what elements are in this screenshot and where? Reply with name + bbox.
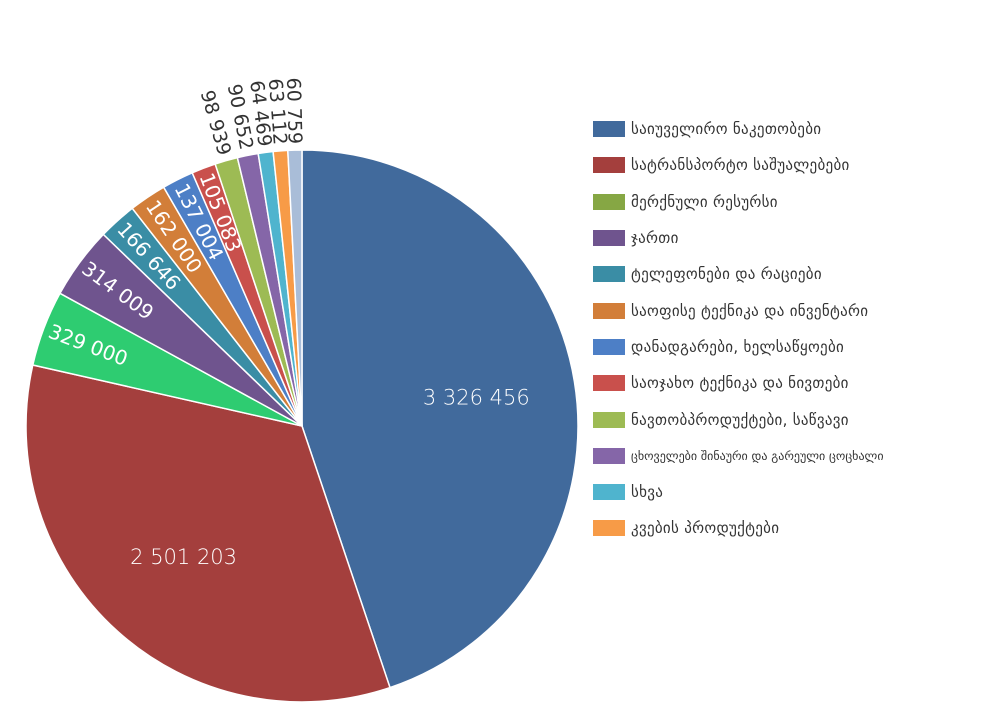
legend-swatch — [593, 266, 625, 283]
legend-label: სატრანსპორტო საშუალებები — [631, 156, 850, 175]
legend-label: სხვა — [631, 483, 664, 502]
legend-swatch — [593, 520, 625, 537]
legend-label: კვების პროდუქტები — [631, 519, 780, 538]
legend-item: საიუველირო ნაკეთობები — [593, 111, 988, 147]
legend-swatch — [593, 193, 625, 210]
pie-slice — [301, 149, 579, 689]
legend-label: საოჯახო ტექნიკა და ნივთები — [631, 374, 849, 393]
legend-item: კვების პროდუქტები — [593, 510, 988, 546]
legend-swatch — [593, 484, 625, 501]
legend-item: დანადგარები, ხელსაწყოები — [593, 329, 988, 365]
pie-slice — [25, 364, 391, 703]
legend-item: სატრანსპორტო საშუალებები — [593, 147, 988, 183]
data-label: 3 326 456 — [423, 385, 530, 409]
legend-label: საოფისე ტექნიკა და ინვენტარი — [631, 301, 869, 320]
pie-slice — [287, 149, 303, 427]
legend-item: ცხოველები შინაური და გარეული ცოცხალი — [593, 438, 988, 474]
legend-item: მერქნული რესურსი — [593, 184, 988, 220]
legend-label: დანადგარები, ხელსაწყოები — [631, 337, 845, 356]
data-label: 2 501 203 — [130, 545, 237, 569]
legend-item: სხვა — [593, 474, 988, 510]
legend-swatch — [593, 230, 625, 247]
legend-swatch — [593, 338, 625, 355]
legend-swatch — [593, 411, 625, 428]
data-label: 60 759 — [282, 77, 306, 144]
legend-item: ნავთობპროდუქტები, საწვავი — [593, 401, 988, 437]
legend-swatch — [593, 121, 625, 138]
data-label: 63 112 — [264, 78, 291, 146]
legend-label: ცხოველები შინაური და გარეული ცოცხალი — [631, 448, 884, 463]
legend-item: საოფისე ტექნიკა და ინვენტარი — [593, 292, 988, 328]
legend-label: ტელეფონები და რაციები — [631, 265, 822, 284]
pie-slices — [25, 149, 579, 703]
legend-item: ჯართი — [593, 220, 988, 256]
legend-item: ტელეფონები და რაციები — [593, 256, 988, 292]
legend-swatch — [593, 375, 625, 392]
legend-swatch — [593, 302, 625, 319]
legend-label: ჯართი — [631, 229, 679, 248]
legend-swatch — [593, 157, 625, 174]
chart-legend: საიუველირო ნაკეთობები სატრანსპორტო საშუალ… — [593, 111, 988, 547]
legend-label: საიუველირო ნაკეთობები — [631, 120, 822, 139]
legend-swatch — [593, 447, 625, 464]
legend-label: მერქნული რესურსი — [631, 192, 778, 211]
legend-label: ნავთობპროდუქტები, საწვავი — [631, 410, 849, 429]
legend-item: საოჯახო ტექნიკა და ნივთები — [593, 365, 988, 401]
